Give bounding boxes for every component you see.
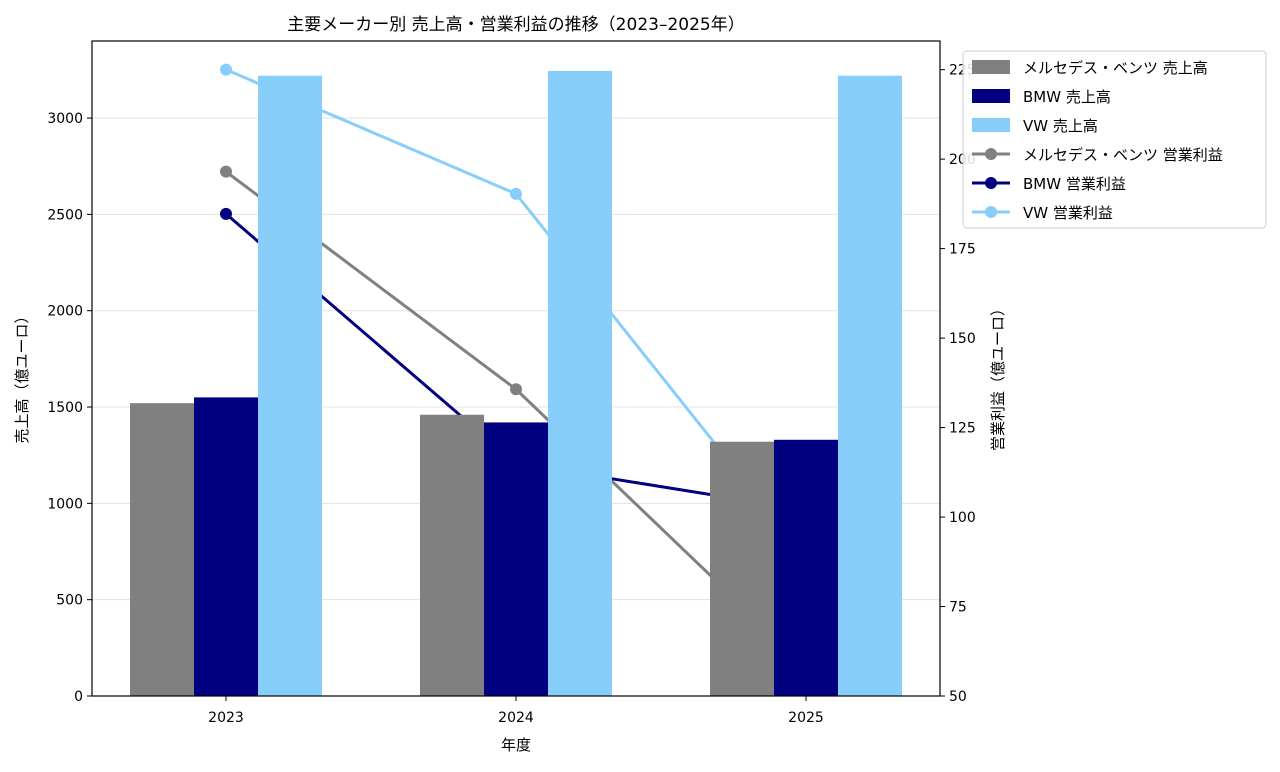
bar-VW 売上高-2025 xyxy=(838,75,902,697)
y-axis-left-label: 売上高（億ユーロ） xyxy=(13,308,31,443)
bar-メルセデス・ベンツ 売上高-2024 xyxy=(420,414,484,696)
y-axis-right-label: 営業利益（億ユーロ） xyxy=(989,301,1007,451)
legend-label: VW 営業利益 xyxy=(1023,204,1113,222)
y-left-tick-label: 1500 xyxy=(47,400,83,416)
x-axis: 2023 2024 2025 xyxy=(208,696,824,726)
bar-BMW 売上高-2024 xyxy=(484,422,548,696)
legend-swatch xyxy=(972,118,1010,132)
x-tick-label: 2023 xyxy=(208,710,244,726)
y-right-tick-label: 125 xyxy=(949,421,976,437)
bar-VW 売上高-2023 xyxy=(258,75,322,697)
legend-label: メルセデス・ベンツ 営業利益 xyxy=(1023,146,1223,164)
bar-series xyxy=(130,70,902,697)
legend-label: BMW 売上高 xyxy=(1023,88,1111,106)
y-left-tick-label: 2000 xyxy=(47,304,83,320)
legend-label: BMW 営業利益 xyxy=(1023,175,1126,193)
y-right-tick-label: 175 xyxy=(949,242,976,258)
y-axis-left: 0 500 1000 1500 2000 2500 3000 xyxy=(47,111,92,705)
legend-swatch xyxy=(972,60,1010,74)
marker-VW 営業利益-2023 xyxy=(220,63,232,76)
bar-メルセデス・ベンツ 売上高-2025 xyxy=(710,441,774,696)
y-right-tick-label: 50 xyxy=(949,689,967,705)
marker-BMW 営業利益-2023 xyxy=(220,207,232,220)
chart-title: 主要メーカー別 売上高・営業利益の推移（2023–2025年） xyxy=(287,15,744,35)
y-right-tick-label: 150 xyxy=(949,331,976,347)
y-right-tick-label: 100 xyxy=(949,510,976,526)
x-axis-label: 年度 xyxy=(501,736,531,754)
legend-label: メルセデス・ベンツ 売上高 xyxy=(1023,59,1208,77)
line-markers xyxy=(220,63,522,396)
x-tick-label: 2025 xyxy=(788,710,824,726)
y-right-tick-label: 75 xyxy=(949,600,967,616)
x-tick-label: 2024 xyxy=(498,710,534,726)
legend-marker xyxy=(985,206,997,218)
y-left-tick-label: 500 xyxy=(56,593,83,609)
bar-メルセデス・ベンツ 売上高-2023 xyxy=(130,403,194,696)
legend-marker xyxy=(985,148,997,160)
y-left-tick-label: 1000 xyxy=(47,496,83,512)
bar-VW 売上高-2024 xyxy=(548,70,612,696)
marker-メルセデス・ベンツ 営業利益-2023 xyxy=(220,165,232,178)
y-left-tick-label: 0 xyxy=(74,689,83,705)
marker-メルセデス・ベンツ 営業利益-2024 xyxy=(510,383,522,396)
marker-VW 営業利益-2024 xyxy=(510,187,522,200)
y-left-tick-label: 2500 xyxy=(47,207,83,223)
legend-label: VW 売上高 xyxy=(1023,117,1098,135)
bar-BMW 売上高-2023 xyxy=(194,397,258,696)
legend-swatch xyxy=(972,89,1010,103)
y-left-tick-label: 3000 xyxy=(47,111,83,127)
bar-BMW 売上高-2025 xyxy=(774,439,838,696)
legend-marker xyxy=(985,177,997,189)
